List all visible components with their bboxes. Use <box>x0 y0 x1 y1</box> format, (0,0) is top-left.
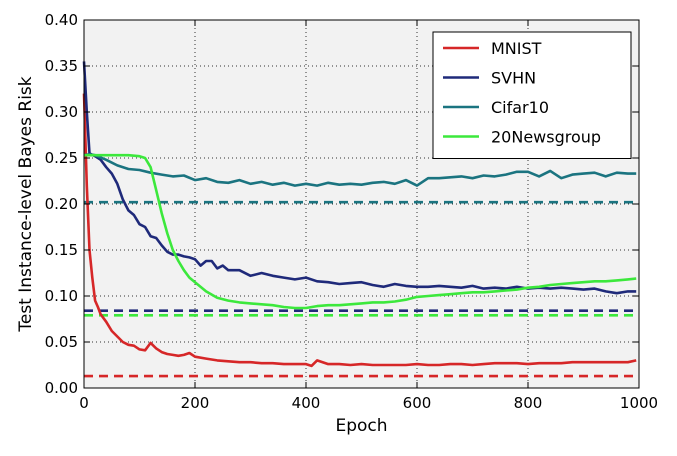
y-tick-label: 0.35 <box>45 57 78 75</box>
axis-ticks: 0 200 400 600 800 1000 0.00 0.05 0.10 0.15 0.20 0.2… <box>45 11 659 412</box>
y-tick-label: 0.20 <box>45 195 78 213</box>
x-tick-label: 400 <box>292 394 321 412</box>
y-tick-label: 0.15 <box>45 241 78 259</box>
x-tick-label: 800 <box>514 394 543 412</box>
y-tick-label: 0.00 <box>45 379 78 397</box>
series-line-mnist <box>82 93 637 368</box>
y-tick-label: 0.10 <box>45 287 78 305</box>
legend: MNIST SVHN Cifar10 20Newsgroup <box>432 31 632 159</box>
y-axis-label: Test Instance-level Bayes Risk <box>16 76 36 332</box>
x-tick-label: 0 <box>79 394 89 412</box>
y-tick-label: 0.40 <box>45 11 78 29</box>
legend-label: SVHN <box>491 69 536 88</box>
x-tick-label: 1000 <box>620 394 658 412</box>
legend-label: 20Newsgroup <box>491 128 601 147</box>
x-tick-label: 200 <box>181 394 210 412</box>
y-tick-label: 0.30 <box>45 103 78 121</box>
series-line-svhn <box>82 61 637 295</box>
grid <box>84 20 639 388</box>
y-tick-label: 0.05 <box>45 333 78 351</box>
series-line-20newsgroup <box>84 153 637 310</box>
baseline-lines <box>84 200 639 378</box>
x-axis-label: Epoch <box>335 416 387 436</box>
series-line-cifar10 <box>83 153 637 187</box>
y-tick-label: 0.25 <box>45 149 78 167</box>
series-lines <box>82 61 637 368</box>
legend-label: MNIST <box>491 39 542 58</box>
legend-label: Cifar10 <box>491 98 549 117</box>
x-tick-label: 600 <box>403 394 432 412</box>
